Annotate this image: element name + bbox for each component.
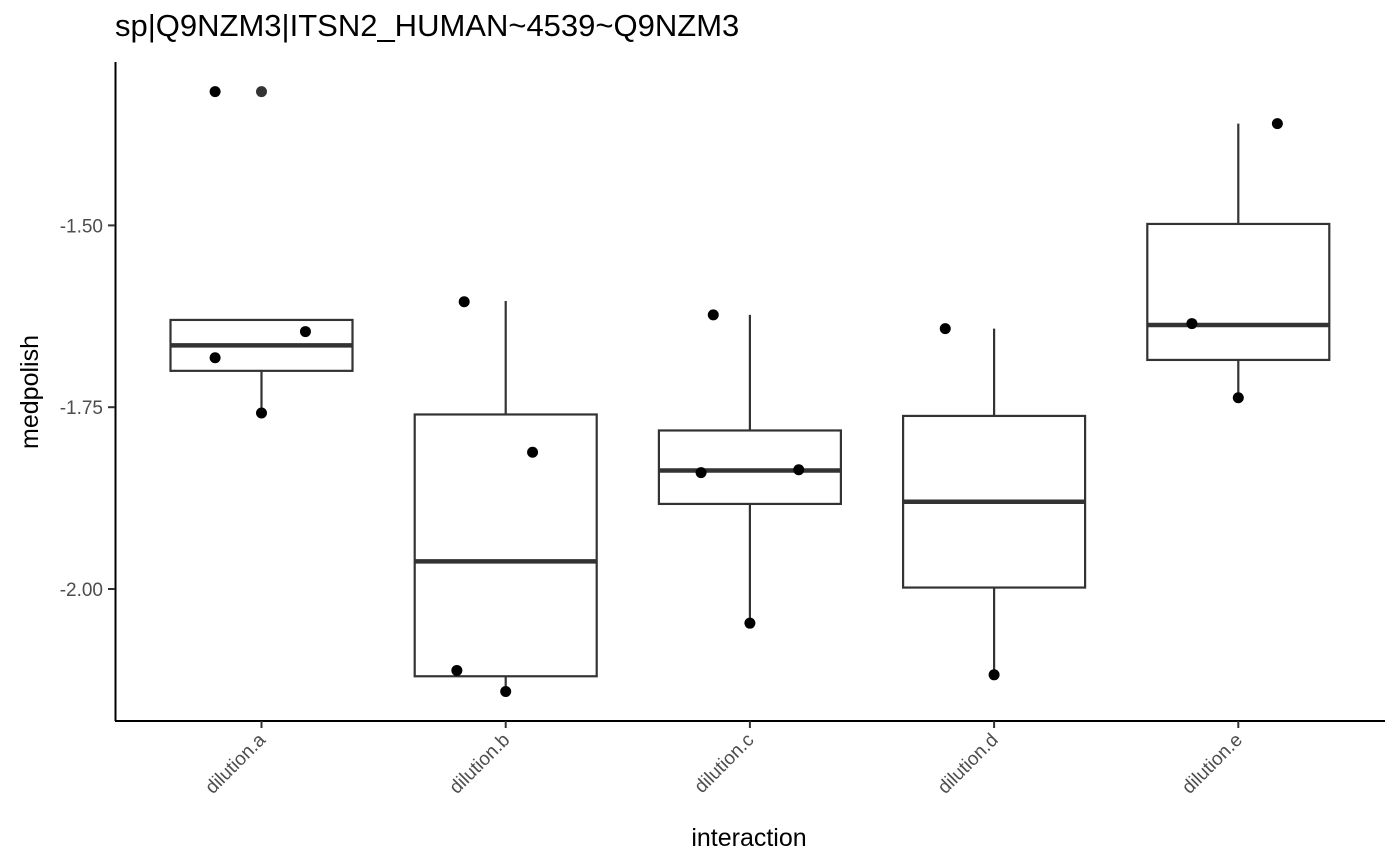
x-tick-label: dilution.a bbox=[201, 729, 270, 798]
box-body bbox=[657, 429, 843, 506]
box-body bbox=[1146, 222, 1331, 362]
box-dilution-b bbox=[413, 301, 598, 691]
data-point bbox=[299, 326, 311, 338]
data-point bbox=[1186, 318, 1198, 330]
data-point bbox=[527, 446, 539, 458]
data-point bbox=[707, 309, 719, 321]
data-point bbox=[793, 464, 805, 476]
data-point bbox=[1232, 392, 1244, 404]
data-point bbox=[988, 669, 1000, 681]
data-point bbox=[1271, 118, 1283, 130]
boxes-layer bbox=[169, 123, 1331, 691]
x-ticks: dilution.a dilution.b dilution.c dilution.d… bbox=[201, 721, 1247, 799]
x-tick-label: dilution.c bbox=[691, 730, 759, 798]
data-point bbox=[451, 664, 463, 676]
y-ticks: -1.50 -1.75 -2.00 bbox=[60, 216, 115, 601]
data-point bbox=[939, 323, 951, 335]
x-tick-label: dilution.d bbox=[934, 730, 1003, 799]
chart-title: sp|Q9NZM3|ITSN2_HUMAN~4539~Q9NZM3 bbox=[115, 8, 740, 43]
x-tick-label: dilution.b bbox=[446, 730, 515, 799]
y-tick-label: -1.75 bbox=[60, 398, 103, 419]
box-dilution-e bbox=[1146, 123, 1331, 399]
data-point bbox=[458, 296, 470, 308]
box-body bbox=[413, 413, 598, 678]
data-point bbox=[695, 467, 707, 479]
x-axis-title: interaction bbox=[691, 824, 806, 852]
box-dilution-a bbox=[169, 318, 354, 415]
data-point bbox=[744, 617, 756, 629]
data-point bbox=[500, 686, 512, 698]
data-point bbox=[209, 86, 221, 98]
data-point bbox=[209, 352, 221, 364]
y-tick-label: -1.50 bbox=[60, 216, 103, 237]
points-layer bbox=[209, 86, 1283, 698]
x-tick-label: dilution.e bbox=[1178, 730, 1247, 799]
data-point bbox=[256, 407, 267, 419]
y-axis-title: medpolish bbox=[16, 335, 44, 449]
outlier-point bbox=[256, 86, 267, 98]
box-dilution-d bbox=[901, 328, 1087, 675]
box-dilution-c bbox=[657, 314, 843, 624]
y-tick-label: -2.00 bbox=[60, 580, 103, 601]
